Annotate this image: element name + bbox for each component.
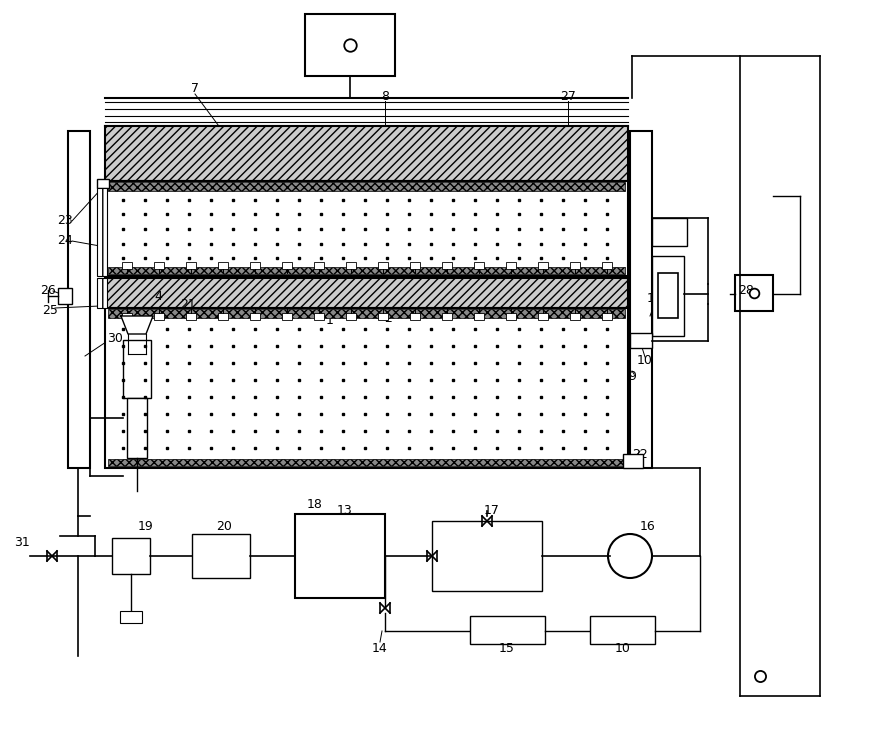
Bar xyxy=(105,308,628,468)
Bar xyxy=(105,126,628,181)
Bar xyxy=(346,262,356,269)
Bar xyxy=(305,14,395,76)
Bar xyxy=(346,313,356,320)
Bar xyxy=(108,267,625,274)
Bar xyxy=(122,262,132,269)
Text: 21: 21 xyxy=(180,298,196,311)
Text: 4: 4 xyxy=(154,290,162,302)
Bar xyxy=(108,309,625,318)
Text: 8: 8 xyxy=(381,89,389,103)
Bar xyxy=(630,333,652,348)
Text: 30: 30 xyxy=(107,331,123,345)
Text: 6: 6 xyxy=(471,309,479,323)
Text: 15: 15 xyxy=(499,642,515,655)
Bar xyxy=(602,313,612,320)
Bar xyxy=(570,262,580,269)
Text: 12: 12 xyxy=(655,222,671,234)
Bar xyxy=(314,262,324,269)
Bar xyxy=(105,181,628,276)
Bar xyxy=(410,313,420,320)
Bar xyxy=(105,278,628,308)
Bar xyxy=(186,262,196,269)
Text: 27: 27 xyxy=(560,89,576,103)
Text: 11: 11 xyxy=(647,292,663,305)
Bar xyxy=(123,340,151,398)
Text: 25: 25 xyxy=(42,303,58,317)
Bar xyxy=(282,313,292,320)
Bar xyxy=(442,313,452,320)
Bar xyxy=(570,313,580,320)
Bar xyxy=(735,275,773,311)
Text: 9: 9 xyxy=(628,370,636,383)
Text: 3: 3 xyxy=(252,306,260,320)
Bar xyxy=(97,179,109,188)
Text: 26: 26 xyxy=(40,284,56,298)
Bar xyxy=(218,313,228,320)
Bar xyxy=(506,262,516,269)
Text: 5: 5 xyxy=(446,309,454,323)
Text: 29: 29 xyxy=(120,309,136,323)
Text: 22: 22 xyxy=(632,448,648,460)
Bar xyxy=(154,262,164,269)
Bar xyxy=(470,616,545,644)
Bar xyxy=(97,278,107,308)
Text: 18: 18 xyxy=(307,497,323,510)
Bar xyxy=(68,131,90,468)
Bar xyxy=(378,313,388,320)
Bar xyxy=(314,313,324,320)
Text: 19: 19 xyxy=(138,519,154,532)
Bar xyxy=(250,262,260,269)
Bar xyxy=(538,262,548,269)
Bar xyxy=(58,288,72,304)
Bar xyxy=(630,131,652,468)
Bar xyxy=(250,313,260,320)
Bar xyxy=(108,182,625,191)
Bar xyxy=(192,534,250,578)
Bar xyxy=(658,273,678,318)
Bar xyxy=(652,218,687,246)
Bar xyxy=(378,262,388,269)
Text: 2: 2 xyxy=(384,311,392,324)
Text: 16: 16 xyxy=(640,519,656,532)
Bar xyxy=(127,398,147,458)
Bar xyxy=(122,313,132,320)
Bar xyxy=(97,188,107,276)
Bar xyxy=(108,459,625,466)
Bar xyxy=(186,313,196,320)
Bar xyxy=(282,262,292,269)
Text: 10: 10 xyxy=(637,354,653,367)
Bar xyxy=(623,454,643,468)
Bar xyxy=(602,262,612,269)
Text: 31: 31 xyxy=(14,535,30,549)
Text: 23: 23 xyxy=(57,215,73,228)
Text: 1: 1 xyxy=(326,314,334,327)
Bar xyxy=(538,313,548,320)
Bar xyxy=(652,256,684,336)
Bar xyxy=(506,313,516,320)
Bar xyxy=(154,313,164,320)
Bar xyxy=(474,262,484,269)
Bar xyxy=(442,262,452,269)
Text: 24: 24 xyxy=(57,234,73,247)
Text: 14: 14 xyxy=(372,642,388,655)
Bar xyxy=(432,521,542,591)
Text: 20: 20 xyxy=(216,519,232,532)
Bar xyxy=(120,611,142,623)
Text: 13: 13 xyxy=(338,504,353,518)
Text: 17: 17 xyxy=(484,504,500,518)
Text: 10: 10 xyxy=(615,642,631,655)
Text: 7: 7 xyxy=(191,82,199,94)
Bar xyxy=(218,262,228,269)
Bar xyxy=(474,313,484,320)
Text: 28: 28 xyxy=(738,284,754,298)
Bar xyxy=(590,616,655,644)
Bar xyxy=(410,262,420,269)
Bar xyxy=(112,538,150,574)
Bar xyxy=(295,514,385,598)
Polygon shape xyxy=(121,316,153,334)
